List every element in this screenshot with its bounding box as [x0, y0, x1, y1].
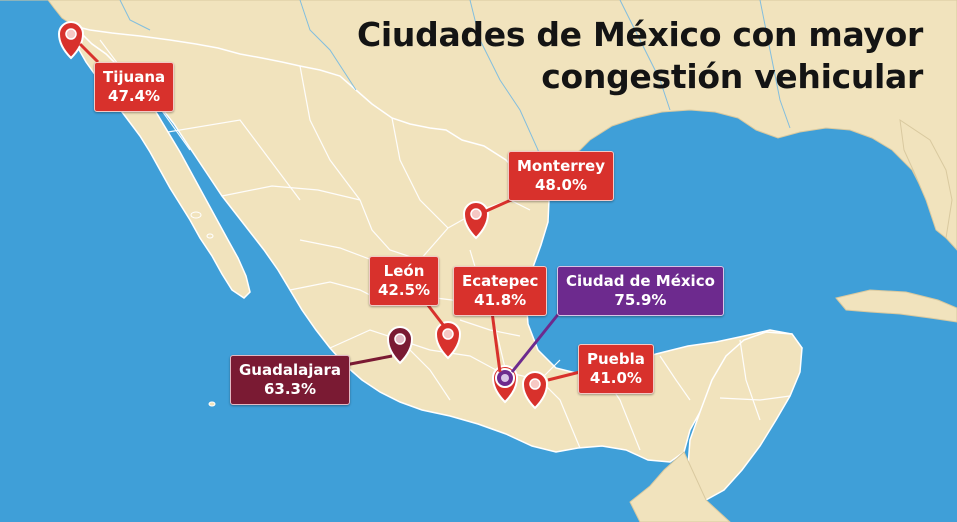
label-guadalajara[interactable]: Guadalajara 63.3%	[230, 355, 351, 405]
leader-lines	[78, 42, 581, 382]
city-name: Guadalajara	[239, 361, 342, 379]
label-monterrey[interactable]: Monterrey 48.0%	[508, 151, 615, 201]
title-line-2: congestión vehicular	[541, 57, 923, 96]
label-puebla[interactable]: Puebla 41.0%	[578, 344, 654, 394]
city-name: Ciudad de México	[566, 272, 715, 290]
city-name: Tijuana	[103, 68, 166, 86]
marker-leon[interactable]	[434, 321, 462, 360]
label-ecatepec[interactable]: Ecatepec 41.8%	[453, 266, 548, 316]
city-value: 47.4%	[108, 87, 161, 105]
city-value: 63.3%	[263, 380, 317, 398]
marker-guadalajara[interactable]	[386, 326, 414, 365]
florida-land	[899, 118, 953, 239]
marker-puebla[interactable]	[521, 371, 549, 410]
central-america-land	[629, 451, 731, 522]
cuba-land	[835, 289, 957, 323]
marker-tijuana[interactable]	[57, 21, 85, 60]
leader-ecatepec	[490, 311, 502, 373]
city-value: 48.0%	[534, 176, 588, 194]
city-name: Puebla	[587, 350, 645, 368]
title-line-1: Ciudades de México con mayor	[357, 15, 923, 54]
marker-monterrey[interactable]	[462, 201, 490, 240]
label-tijuana[interactable]: Tijuana 47.4%	[94, 62, 175, 112]
city-name: Ecatepec	[462, 272, 539, 290]
city-value: 75.9%	[614, 291, 667, 309]
city-value: 41.8%	[474, 291, 527, 309]
city-name: Monterrey	[517, 157, 606, 175]
leader-tijuana	[78, 42, 100, 64]
leader-puebla	[547, 370, 581, 382]
marker-ciudad-de-mexico[interactable]	[495, 368, 515, 388]
label-leon[interactable]: León 42.5%	[369, 256, 440, 306]
page-title: Ciudades de México con mayor congestión …	[357, 14, 923, 98]
city-name: León	[383, 262, 425, 280]
rivers	[119, 0, 791, 191]
label-ciudad-de-mexico[interactable]: Ciudad de México 75.9%	[557, 266, 724, 316]
leader-ciudad-de-mexico	[510, 311, 562, 373]
city-value: 42.5%	[378, 281, 431, 299]
city-value: 41.0%	[589, 369, 642, 387]
